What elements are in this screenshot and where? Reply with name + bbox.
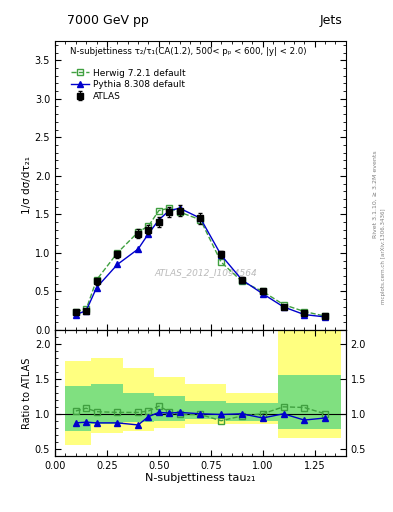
Herwig 7.2.1 default — [302, 308, 307, 314]
Line: Herwig 7.2.1 default: Herwig 7.2.1 default — [73, 205, 328, 319]
Pythia 8.308 default — [219, 252, 224, 259]
Herwig 7.2.1 default — [94, 277, 99, 283]
Pythia 8.308 default — [198, 215, 203, 221]
X-axis label: N-subjettiness tau₂₁: N-subjettiness tau₂₁ — [145, 473, 256, 483]
Herwig 7.2.1 default — [146, 223, 151, 229]
Pythia 8.308 default — [94, 285, 99, 291]
Text: mcplots.cern.ch [arXiv:1306.3436]: mcplots.cern.ch [arXiv:1306.3436] — [381, 208, 386, 304]
Herwig 7.2.1 default — [177, 209, 182, 215]
Text: Jets: Jets — [319, 14, 342, 27]
Pythia 8.308 default — [167, 207, 172, 214]
Pythia 8.308 default — [323, 314, 327, 320]
Pythia 8.308 default — [177, 205, 182, 211]
Text: N-subjettiness τ₂/τ₁(CA(1.2), 500< pₚ < 600, |y| < 2.0): N-subjettiness τ₂/τ₁(CA(1.2), 500< pₚ < … — [70, 47, 306, 56]
Line: Pythia 8.308 default: Pythia 8.308 default — [73, 205, 328, 320]
Herwig 7.2.1 default — [219, 259, 224, 265]
Pythia 8.308 default — [73, 311, 78, 317]
Herwig 7.2.1 default — [136, 229, 140, 235]
Pythia 8.308 default — [240, 277, 244, 283]
Y-axis label: Ratio to ATLAS: Ratio to ATLAS — [22, 357, 32, 429]
Herwig 7.2.1 default — [281, 302, 286, 308]
Pythia 8.308 default — [302, 311, 307, 317]
Text: 7000 GeV pp: 7000 GeV pp — [67, 14, 149, 27]
Herwig 7.2.1 default — [84, 306, 88, 312]
Herwig 7.2.1 default — [198, 217, 203, 223]
Herwig 7.2.1 default — [323, 313, 327, 319]
Pythia 8.308 default — [84, 308, 88, 314]
Herwig 7.2.1 default — [167, 205, 172, 211]
Pythia 8.308 default — [136, 246, 140, 252]
Legend: Herwig 7.2.1 default, Pythia 8.308 default, ATLAS: Herwig 7.2.1 default, Pythia 8.308 defau… — [71, 69, 185, 101]
Text: Rivet 3.1.10, ≥ 3.2M events: Rivet 3.1.10, ≥ 3.2M events — [373, 151, 378, 239]
Pythia 8.308 default — [115, 262, 120, 268]
Pythia 8.308 default — [281, 304, 286, 310]
Text: ATLAS_2012_I1094564: ATLAS_2012_I1094564 — [155, 268, 258, 276]
Y-axis label: 1/σ dσ/dτ₂₁: 1/σ dσ/dτ₂₁ — [22, 157, 32, 215]
Herwig 7.2.1 default — [156, 207, 161, 214]
Pythia 8.308 default — [156, 217, 161, 223]
Herwig 7.2.1 default — [261, 288, 265, 294]
Herwig 7.2.1 default — [240, 279, 244, 285]
Pythia 8.308 default — [261, 291, 265, 297]
Herwig 7.2.1 default — [73, 308, 78, 314]
Pythia 8.308 default — [146, 230, 151, 237]
Herwig 7.2.1 default — [115, 250, 120, 256]
